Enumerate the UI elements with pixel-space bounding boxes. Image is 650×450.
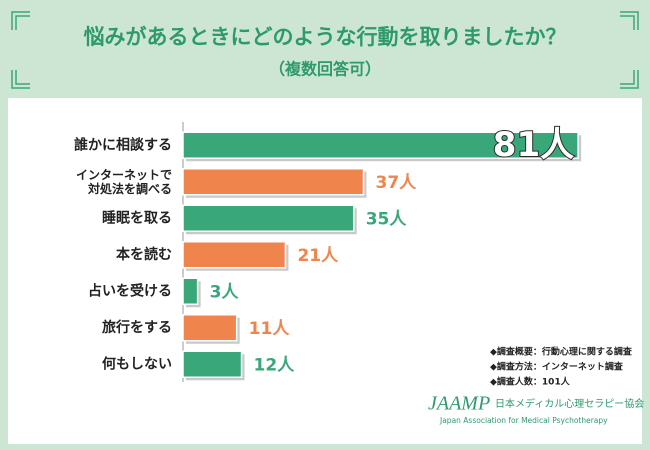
logo-mark: JAAMP: [428, 393, 490, 415]
category-label: インターネットで対処法を調べる: [76, 167, 172, 195]
note: ◆調査概要：行動心理に関する調査: [490, 346, 633, 358]
value-label: 12人: [254, 355, 296, 375]
note: ◆調査方法：インターネット調査: [490, 361, 624, 373]
value-label: 3人: [210, 282, 240, 302]
logo-name: 日本メディカル心理セラピー協会: [495, 397, 644, 410]
chart-title: 悩みがあるときにどのような行動を取りましたか？: [84, 25, 567, 49]
bar: [182, 131, 579, 159]
corner-decorations: [11, 11, 639, 89]
bar: [182, 277, 199, 305]
value-label: 21人: [297, 246, 339, 266]
bar: [182, 314, 238, 342]
bar: [182, 204, 355, 232]
value-label: 81人: [493, 125, 574, 165]
logo-english: Japan Association for Medical Psychother…: [439, 416, 608, 425]
category-label: 誰かに相談する: [74, 136, 172, 153]
value-label: 11人: [249, 319, 291, 339]
value-label: 37人: [375, 173, 417, 193]
bar: [182, 350, 243, 378]
category-label: 睡眠を取る: [102, 210, 172, 226]
category-label: 何もしない: [102, 355, 172, 372]
value-label: 35人: [366, 209, 408, 229]
category-label: 占いを受ける: [88, 282, 172, 299]
chart-subtitle: （複数回答可）: [269, 60, 381, 79]
bar: [182, 241, 287, 269]
category-label: 本を読む: [116, 246, 172, 263]
note: ◆調査人数：101人: [490, 376, 571, 388]
category-label: 旅行をする: [102, 319, 172, 336]
bar: [182, 168, 365, 196]
